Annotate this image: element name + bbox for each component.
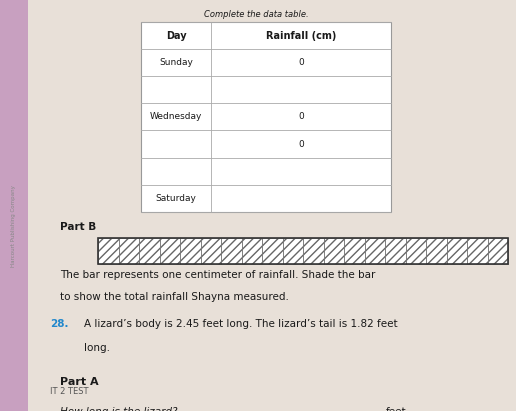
- Text: Harcourt Publishing Company: Harcourt Publishing Company: [11, 185, 17, 267]
- Bar: [324, 238, 344, 263]
- Bar: [98, 238, 119, 263]
- Bar: [159, 238, 180, 263]
- Text: to show the total rainfall Shayna measured.: to show the total rainfall Shayna measur…: [60, 291, 288, 302]
- Bar: [426, 238, 447, 263]
- Text: A lizard’s body is 2.45 feet long. The lizard’s tail is 1.82 feet: A lizard’s body is 2.45 feet long. The l…: [84, 319, 397, 330]
- Text: Saturday: Saturday: [156, 194, 197, 203]
- Bar: [303, 238, 324, 263]
- Text: Part A: Part A: [60, 377, 99, 387]
- Bar: [385, 238, 406, 263]
- Text: feet: feet: [386, 407, 407, 411]
- Text: Complete the data table.: Complete the data table.: [204, 10, 309, 19]
- Bar: [262, 238, 283, 263]
- Text: Sunday: Sunday: [159, 58, 193, 67]
- Bar: [201, 238, 221, 263]
- Bar: [119, 238, 139, 263]
- Bar: [447, 238, 467, 263]
- Bar: [467, 238, 488, 263]
- Bar: [344, 238, 365, 263]
- Text: IT 2 TEST: IT 2 TEST: [50, 387, 89, 396]
- Text: The bar represents one centimeter of rainfall. Shade the bar: The bar represents one centimeter of rai…: [60, 270, 375, 279]
- Text: Day: Day: [166, 30, 187, 41]
- Text: Wednesday: Wednesday: [150, 113, 202, 121]
- Bar: [180, 238, 201, 263]
- Text: Rainfall (cm): Rainfall (cm): [266, 30, 336, 41]
- Text: 0: 0: [298, 58, 304, 67]
- Bar: [488, 238, 508, 263]
- Bar: [242, 238, 262, 263]
- Text: long.: long.: [84, 343, 110, 353]
- Text: Part B: Part B: [60, 222, 96, 232]
- Text: 0: 0: [298, 140, 304, 148]
- Text: 28.: 28.: [50, 319, 69, 330]
- Bar: [98, 238, 508, 263]
- Text: How long is the lizard?: How long is the lizard?: [60, 407, 178, 411]
- Bar: [406, 238, 426, 263]
- Bar: [283, 238, 303, 263]
- Bar: [221, 238, 242, 263]
- Text: 0: 0: [298, 113, 304, 121]
- Bar: [141, 22, 391, 212]
- Bar: [139, 238, 159, 263]
- Bar: [365, 238, 385, 263]
